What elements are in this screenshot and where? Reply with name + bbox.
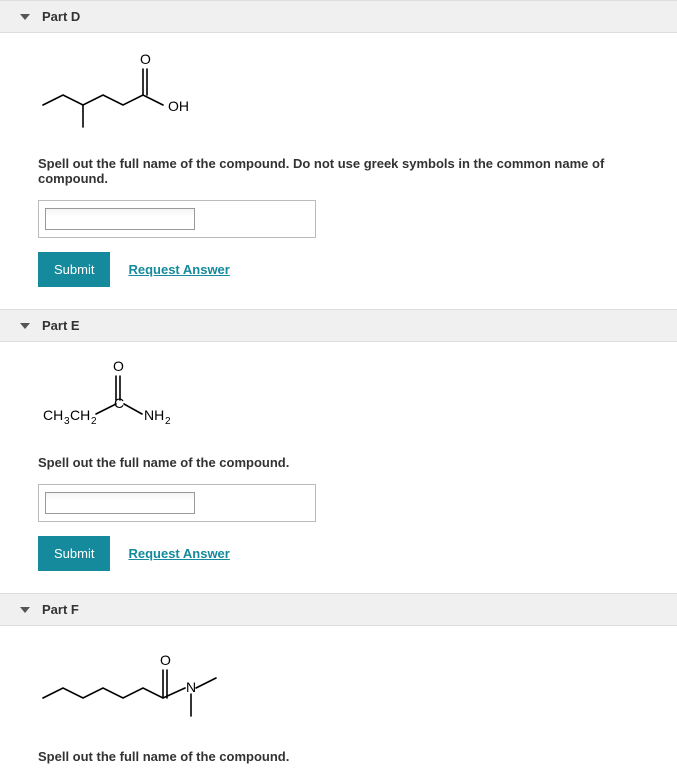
svg-text:2: 2	[165, 416, 171, 427]
prompt-text: Spell out the full name of the compound.	[38, 749, 639, 764]
svg-text:NH: NH	[144, 407, 164, 423]
part-title: Part D	[42, 9, 80, 24]
part-d-header[interactable]: Part D	[0, 0, 677, 33]
actions-row: Submit Request Answer	[38, 252, 639, 287]
svg-text:C: C	[114, 395, 124, 411]
answer-input[interactable]	[45, 492, 195, 514]
svg-text:O: O	[140, 51, 151, 67]
svg-text:OH: OH	[168, 98, 189, 114]
answer-input[interactable]	[45, 208, 195, 230]
svg-text:CH: CH	[70, 407, 90, 423]
part-e-header[interactable]: Part E	[0, 309, 677, 342]
part-title: Part F	[42, 602, 79, 617]
svg-text:CH: CH	[43, 407, 63, 423]
svg-text:O: O	[160, 652, 171, 668]
request-answer-link[interactable]: Request Answer	[128, 262, 229, 277]
chevron-down-icon	[20, 14, 30, 20]
part-title: Part E	[42, 318, 80, 333]
chemical-structure-d: O OH	[38, 47, 639, 140]
part-f-header[interactable]: Part F	[0, 593, 677, 626]
actions-row: Submit Request Answer	[38, 536, 639, 571]
part-d-body: O OH Spell out the full name of the comp…	[0, 33, 677, 309]
chemical-structure-f: O N	[38, 640, 639, 733]
prompt-text: Spell out the full name of the compound.	[38, 455, 639, 470]
prompt-text: Spell out the full name of the compound.…	[38, 156, 639, 186]
svg-text:2: 2	[91, 416, 97, 427]
chevron-down-icon	[20, 323, 30, 329]
chevron-down-icon	[20, 607, 30, 613]
part-f-body: O N Spell out the full name of the compo…	[0, 626, 677, 784]
request-answer-link[interactable]: Request Answer	[128, 546, 229, 561]
svg-text:N: N	[186, 679, 196, 695]
part-e-body: O C CH 3 CH 2 NH 2 Spell out the full na…	[0, 342, 677, 593]
answer-box	[38, 200, 316, 238]
chemical-structure-e: O C CH 3 CH 2 NH 2	[38, 356, 639, 439]
svg-text:O: O	[113, 358, 124, 374]
submit-button[interactable]: Submit	[38, 252, 110, 287]
answer-box	[38, 484, 316, 522]
submit-button[interactable]: Submit	[38, 536, 110, 571]
